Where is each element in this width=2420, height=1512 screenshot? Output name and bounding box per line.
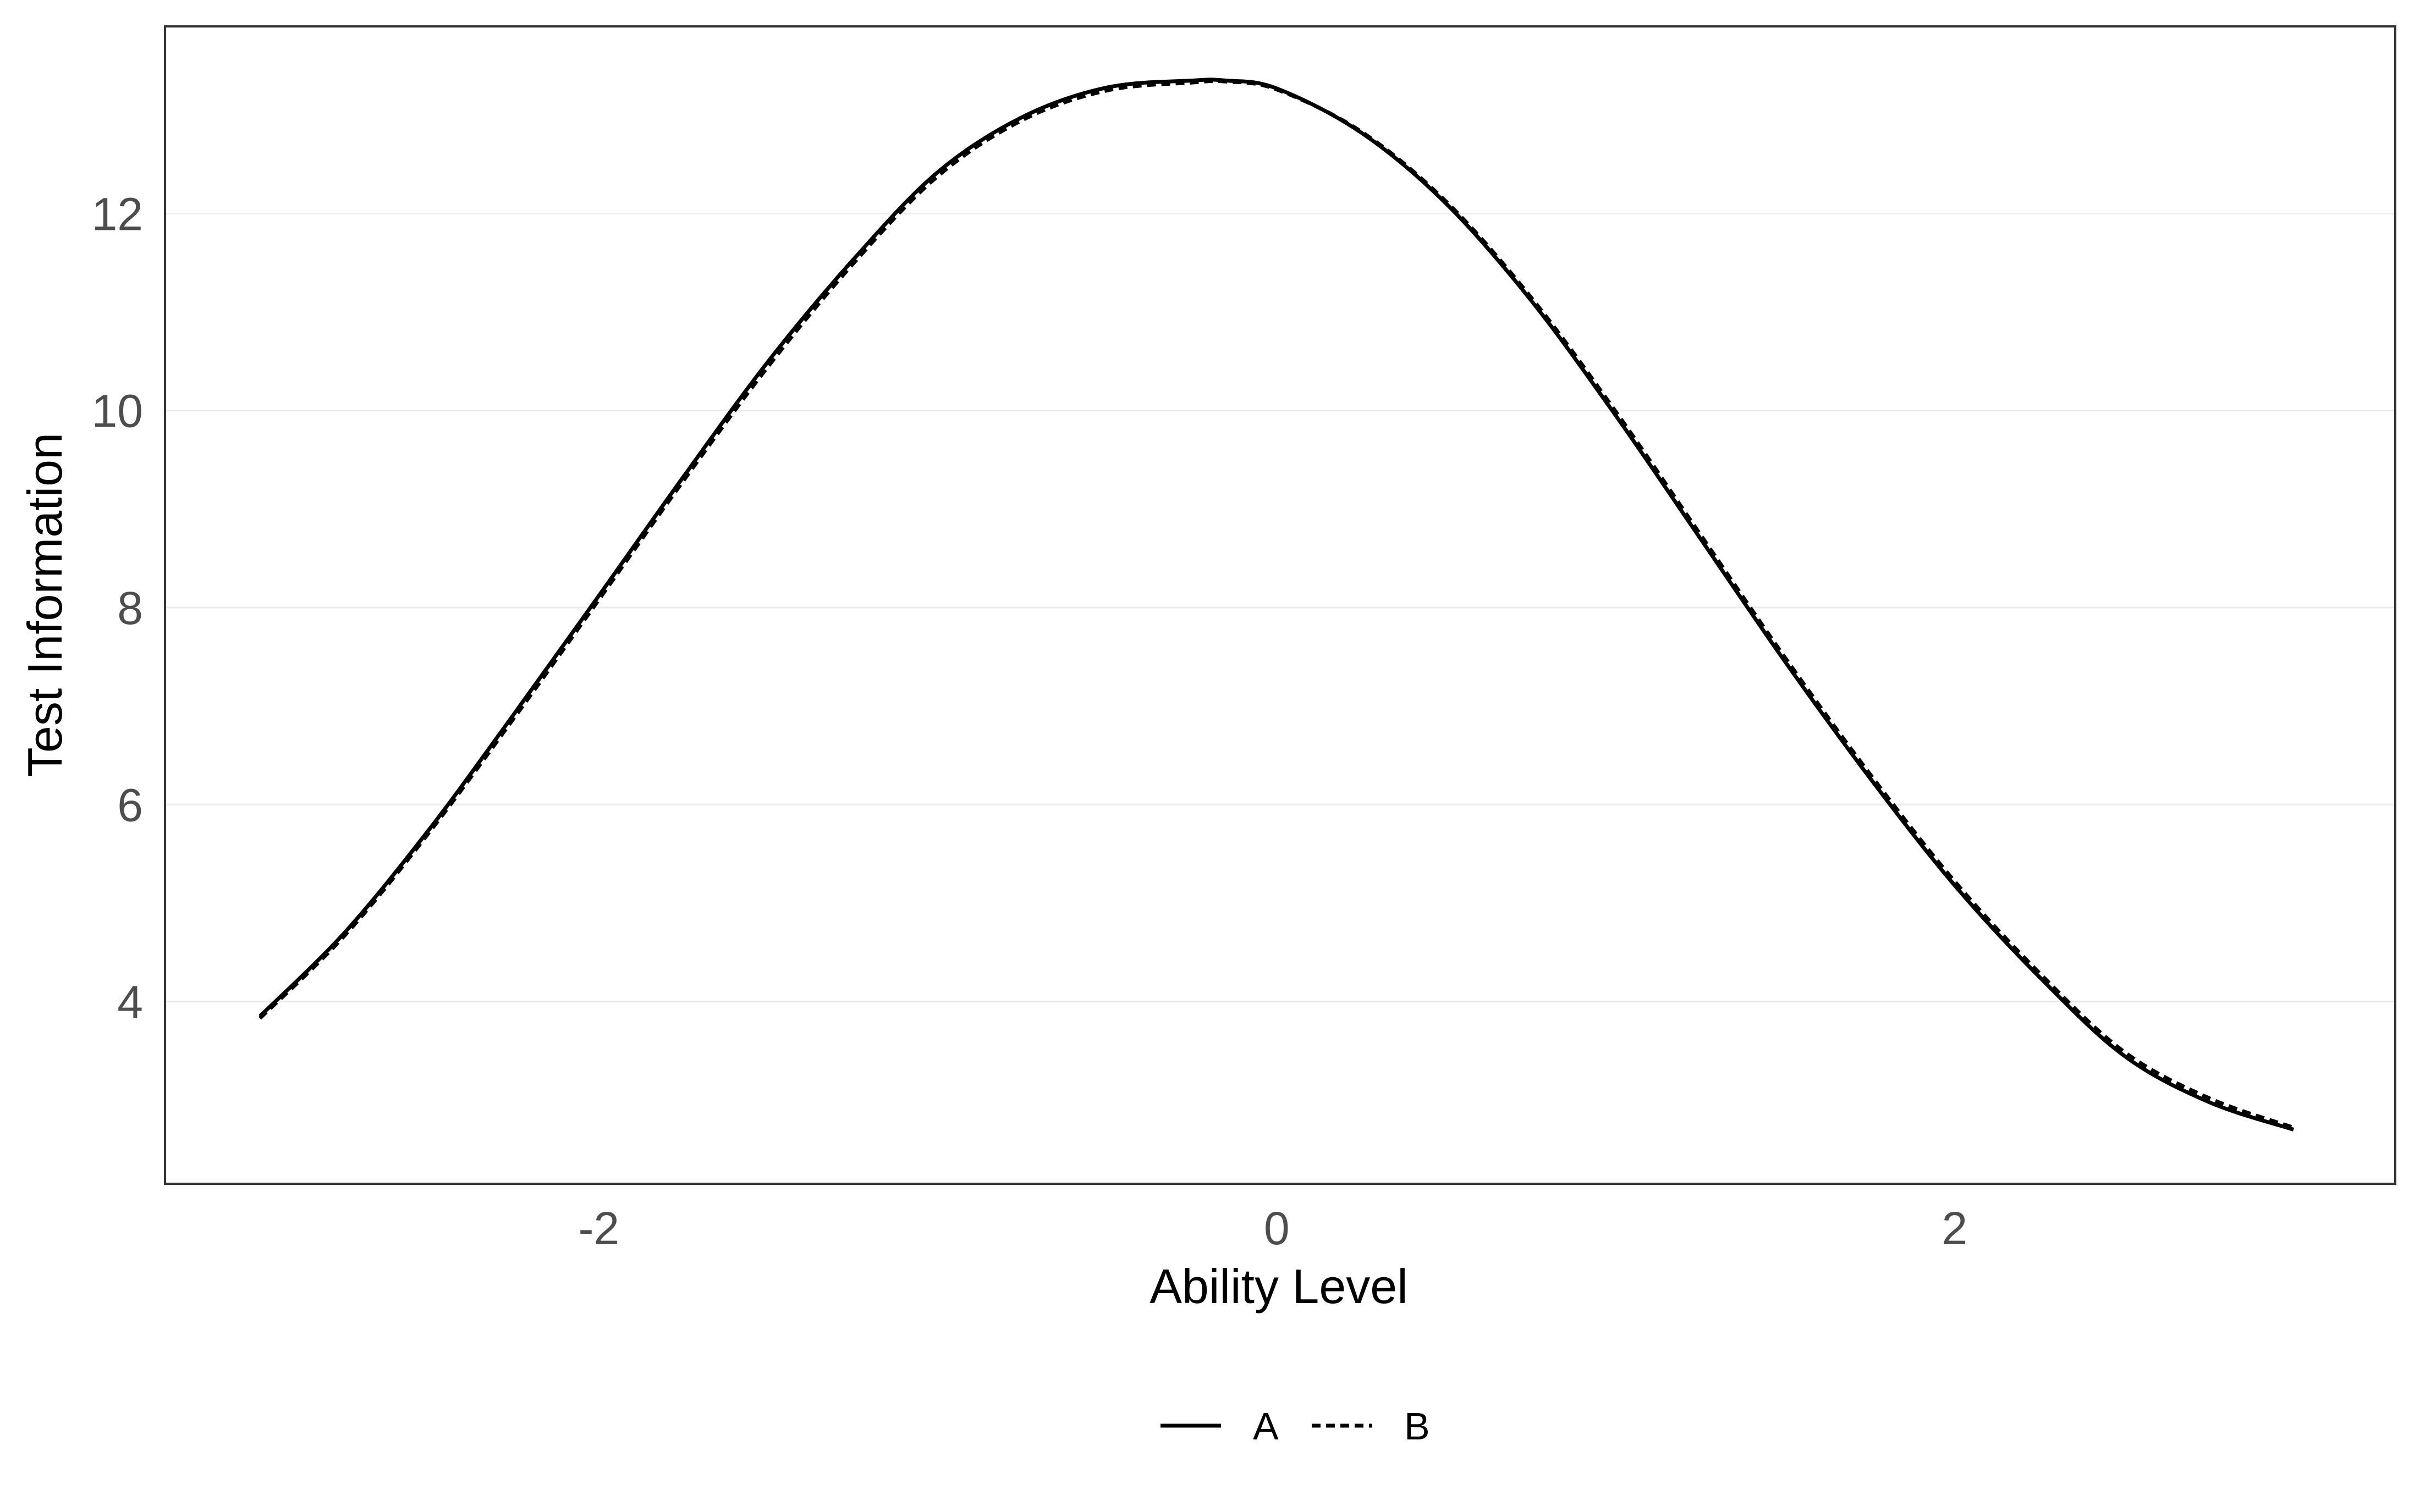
legend-label-a: A [1253,1405,1279,1448]
x-axis-ticks: -2 0 2 [578,1202,1967,1254]
y-tick-label: 4 [117,976,143,1028]
series-line-b [258,79,2295,1130]
y-axis-ticks: 4 6 8 10 12 [92,188,143,1028]
legend: A B [1160,1405,1430,1448]
x-tick-label: -2 [578,1202,619,1254]
y-axis-title: Test Information [18,433,72,777]
series-lines [258,78,2295,1132]
y-tick-label: 12 [92,188,143,240]
legend-label-b: B [1404,1405,1430,1448]
x-tick-label: 2 [1942,1202,1968,1254]
y-tick-label: 8 [117,582,143,634]
y-tick-label: 6 [117,779,143,831]
x-tick-label: 0 [1264,1202,1290,1254]
gridlines [165,212,2395,1003]
x-axis-title: Ability Level [1150,1259,1408,1314]
y-tick-label: 10 [92,385,143,437]
series-line-a [258,78,2295,1132]
plot-panel-border [164,25,2396,1185]
